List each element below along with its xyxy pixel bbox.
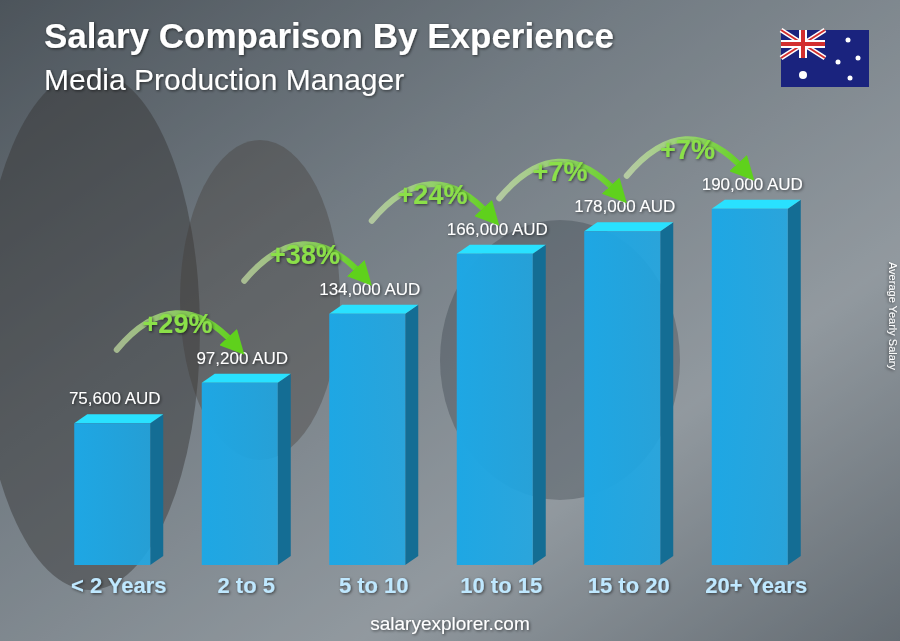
source: salaryexplorer.com [370,613,529,634]
annotation: +38% [270,240,340,270]
flag-cross [781,30,825,58]
chart: Salary Comparison By Experience Media Pro… [0,0,900,641]
x-tick-label: 15 to 20 [588,573,670,598]
flag-star [799,71,807,79]
annotation: +24% [398,180,468,210]
subtitle: Media Production Manager [44,63,404,96]
bar [329,314,405,565]
flag-star [846,38,851,43]
y-axis-label: Average Yearly Salary [887,262,899,371]
flag-field [781,30,869,87]
x-tick-label: 10 to 15 [460,573,542,598]
bar [584,231,660,565]
background [0,0,900,641]
bar-side [150,414,163,565]
bar-group [584,222,673,565]
bar [712,209,788,565]
bar-side [788,200,801,565]
bar [74,423,150,565]
bar-top [329,305,418,314]
bar-side [405,305,418,565]
background-overlay [0,0,900,641]
bar-group [457,245,546,565]
title: Salary Comparison By Experience [44,16,614,55]
annotation: +7% [660,135,715,165]
bar-group [329,305,418,565]
bar-group [712,200,801,565]
bar-group [202,374,291,565]
bar-side [533,245,546,565]
annotation: +29% [143,309,213,339]
bar-top [584,222,673,231]
x-tick-label: < 2 Years [71,573,167,598]
flag-cross-red [781,30,825,58]
bar-top [202,374,291,383]
x-tick-label: 20+ Years [705,573,807,598]
data-label: 166,000 AUD [447,220,548,239]
bar-top [712,200,801,209]
data-label: 190,000 AUD [702,175,803,194]
data-label: 178,000 AUD [574,197,675,216]
bar-group [74,414,163,565]
data-label: 134,000 AUD [319,280,420,299]
flag-star [848,76,853,81]
data-label: 75,600 AUD [69,389,161,408]
annotation: +7% [533,157,588,187]
flag-saltire [781,30,825,58]
flag-star [836,60,841,65]
bar-top [74,414,163,423]
bar-top [457,245,546,254]
bar [457,254,533,565]
bars [74,200,801,565]
bar-side [660,222,673,565]
flag-canton [781,30,825,58]
x-tick-label: 5 to 10 [339,573,409,598]
bar [202,383,278,565]
flag-saltire-red [781,30,825,58]
x-tick-label: 2 to 5 [218,573,275,598]
flag-star [856,56,861,61]
bar-side [278,374,291,565]
data-label: 97,200 AUD [196,349,288,368]
flag [781,30,869,87]
